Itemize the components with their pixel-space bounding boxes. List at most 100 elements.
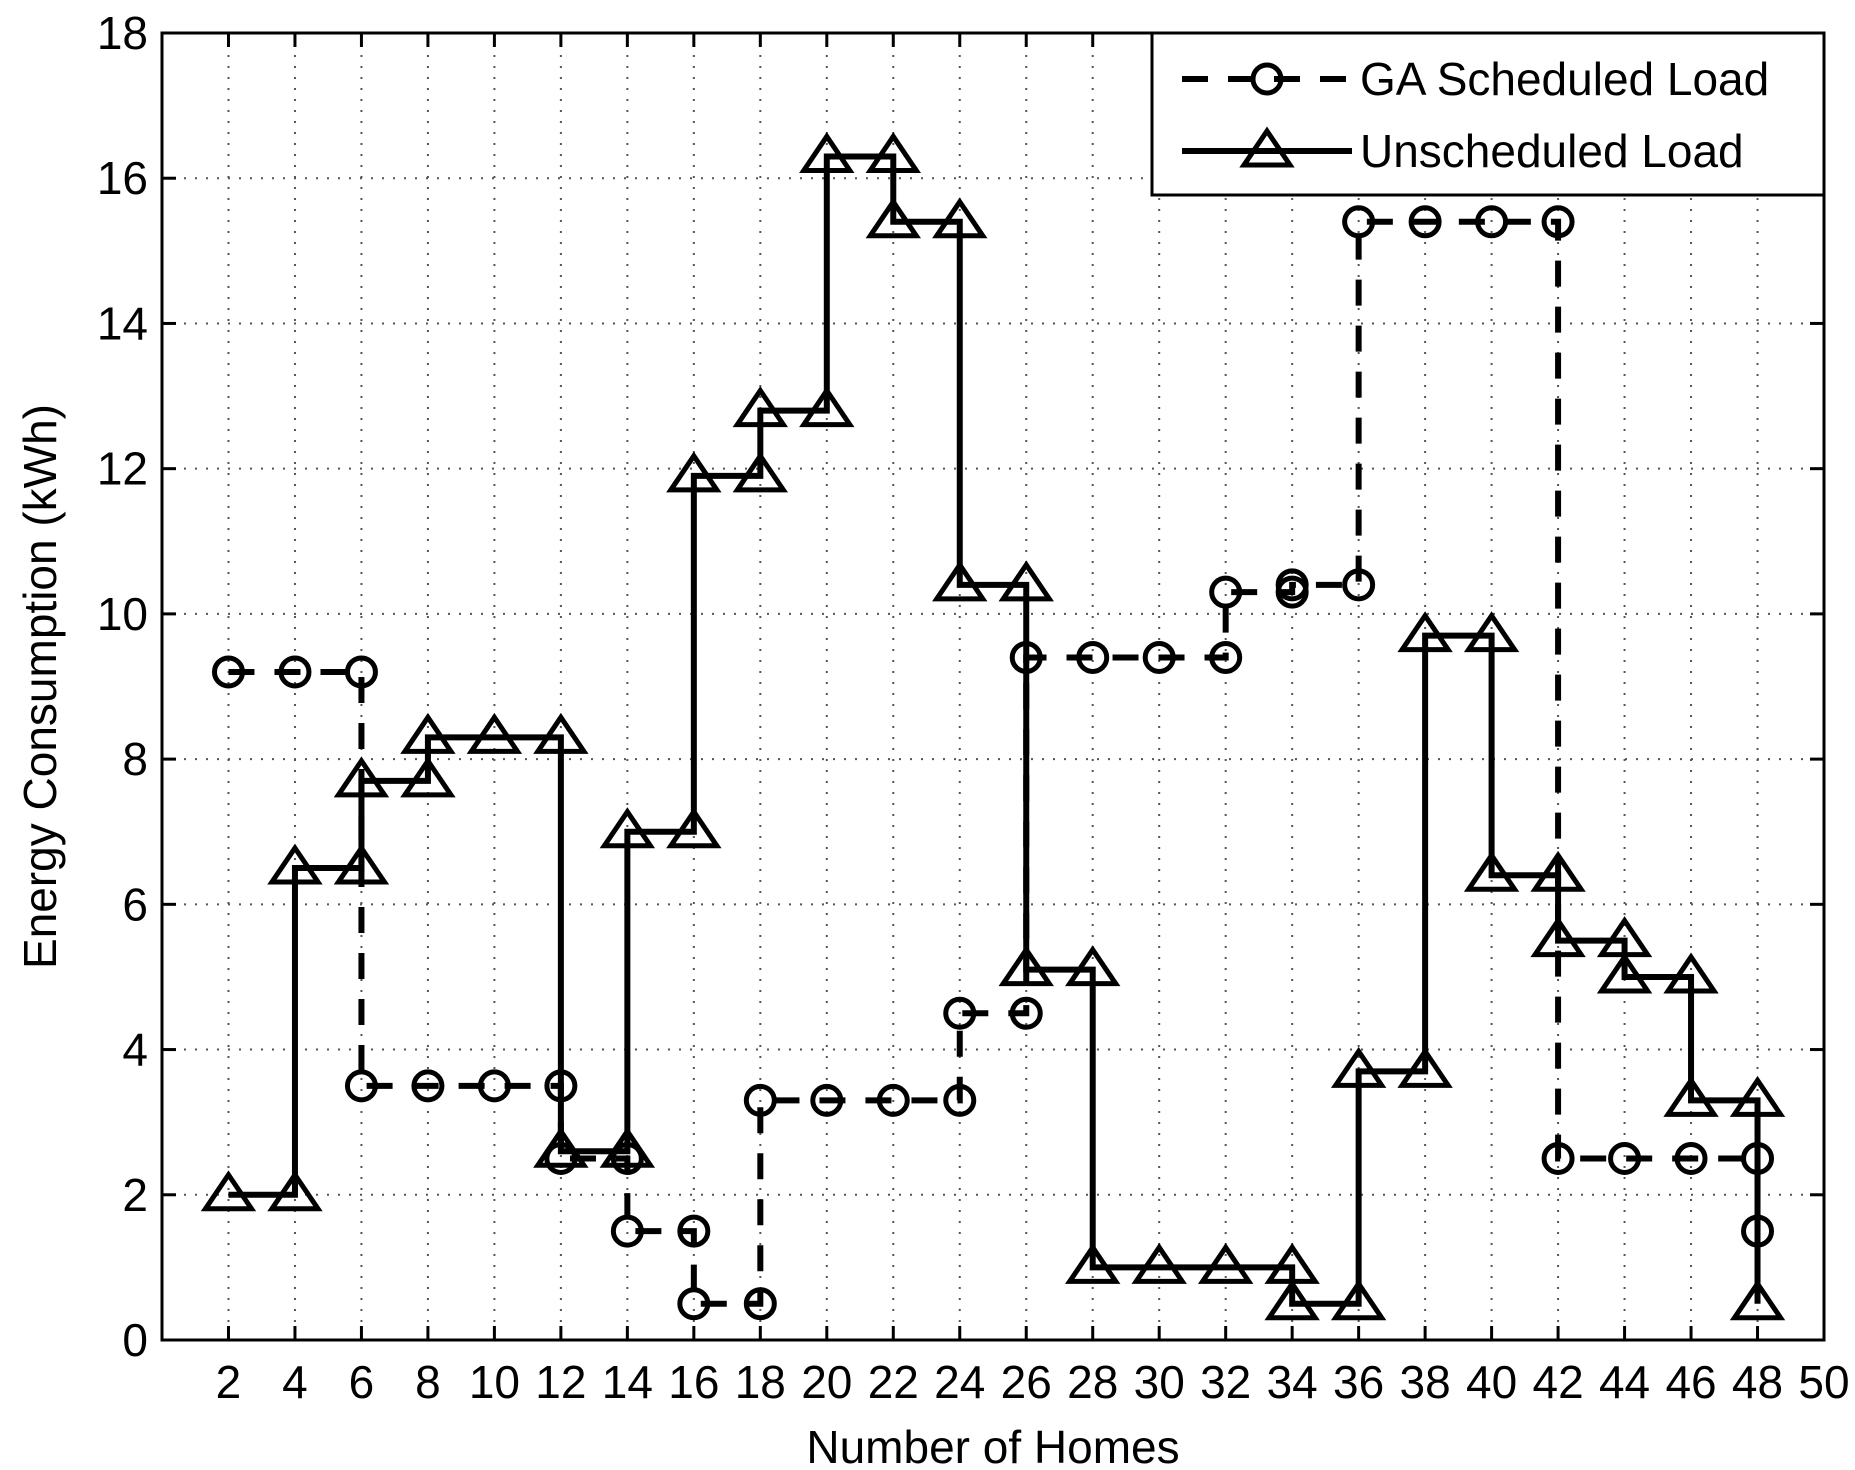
data-point (1663, 1075, 1719, 1117)
data-point (1342, 205, 1376, 239)
data-point (400, 756, 456, 798)
series-unscheduled-load (200, 131, 1786, 1321)
y-tick-label: 2 (122, 1169, 148, 1221)
data-point (477, 1069, 511, 1103)
data-point (1663, 952, 1719, 994)
data-point (211, 655, 245, 689)
x-tick-label: 4 (282, 1356, 308, 1408)
data-point (267, 843, 323, 885)
x-tick-label: 44 (1599, 1356, 1650, 1408)
data-point (1541, 205, 1575, 239)
x-tick-label: 36 (1333, 1356, 1384, 1408)
data-point (932, 197, 988, 239)
data-point (1397, 611, 1453, 653)
data-point (932, 560, 988, 602)
x-tick-label: 10 (469, 1356, 520, 1408)
data-point (333, 756, 390, 798)
data-point (1408, 205, 1442, 239)
data-point (533, 712, 589, 754)
data-point (1209, 575, 1243, 609)
data-point (865, 131, 921, 173)
plot-frame (160, 31, 1826, 1342)
data-point (1475, 205, 1509, 239)
series-layer (200, 131, 1786, 1321)
data-point (943, 1083, 977, 1117)
x-tick-label: 28 (1067, 1356, 1118, 1408)
x-tick-label: 50 (1798, 1356, 1849, 1408)
x-tick-label: 14 (602, 1356, 653, 1408)
x-tick-label: 40 (1466, 1356, 1517, 1408)
x-tick-label: 46 (1665, 1356, 1716, 1408)
data-point (344, 655, 378, 689)
data-point (732, 451, 789, 493)
data-point (1674, 1141, 1708, 1175)
data-point (1463, 611, 1520, 653)
data-point (1530, 850, 1586, 892)
y-tick-label: 8 (122, 733, 148, 785)
data-point (943, 996, 977, 1030)
data-point (743, 1287, 777, 1321)
data-point (677, 1287, 711, 1321)
data-point (599, 1126, 656, 1168)
data-point (1197, 1242, 1254, 1284)
data-point (1076, 640, 1110, 674)
data-point (1596, 952, 1653, 994)
y-tick-label: 14 (97, 297, 148, 349)
data-point (1530, 916, 1586, 958)
data-point (200, 1170, 257, 1212)
x-tick-label: 6 (349, 1356, 375, 1408)
data-point (799, 131, 855, 173)
data-point (1209, 640, 1243, 674)
x-tick-label: 24 (934, 1356, 985, 1408)
data-point (1131, 1242, 1187, 1284)
data-point (1142, 640, 1176, 674)
x-tick-label: 42 (1532, 1356, 1583, 1408)
data-point (1065, 945, 1121, 987)
y-tick-label: 10 (97, 588, 148, 640)
data-point (1264, 1279, 1320, 1321)
x-tick-label: 38 (1400, 1356, 1451, 1408)
data-point (876, 1083, 910, 1117)
x-tick-label: 20 (801, 1356, 852, 1408)
y-tick-label: 18 (97, 7, 148, 59)
data-point (400, 712, 456, 754)
data-point (1729, 1279, 1786, 1321)
data-point (810, 1083, 844, 1117)
data-point (1729, 1075, 1786, 1117)
data-point (677, 1214, 711, 1248)
y-tick-label: 4 (122, 1024, 148, 1076)
legend-label: GA Scheduled Load (1360, 53, 1769, 105)
legend-label: Unscheduled Load (1360, 125, 1744, 177)
data-point (998, 560, 1054, 602)
data-point (732, 386, 789, 428)
data-point (1397, 1046, 1453, 1088)
data-point (743, 1083, 777, 1117)
x-tick-label: 8 (415, 1356, 441, 1408)
data-point (1342, 568, 1376, 602)
data-point (865, 197, 921, 239)
data-point (610, 1214, 644, 1248)
data-point (666, 807, 722, 849)
x-tick-label: 2 (216, 1356, 242, 1408)
data-point (1275, 568, 1309, 602)
legend-marker (1239, 126, 1295, 168)
x-tick-label: 16 (668, 1356, 719, 1408)
y-tick-label: 12 (97, 443, 148, 495)
y-tick-label: 16 (97, 152, 148, 204)
x-tick-label: 22 (868, 1356, 919, 1408)
data-point (278, 655, 312, 689)
data-point (1541, 1141, 1575, 1175)
x-tick-label: 48 (1732, 1356, 1783, 1408)
data-point (466, 712, 523, 754)
legend-marker (1250, 62, 1284, 96)
data-point (1463, 850, 1520, 892)
x-tick-label: 32 (1200, 1356, 1251, 1408)
y-tick-label: 6 (122, 878, 148, 930)
data-point (998, 945, 1054, 987)
data-point (599, 807, 656, 849)
x-tick-label: 34 (1267, 1356, 1318, 1408)
data-point (799, 386, 855, 428)
data-point (267, 1170, 323, 1212)
